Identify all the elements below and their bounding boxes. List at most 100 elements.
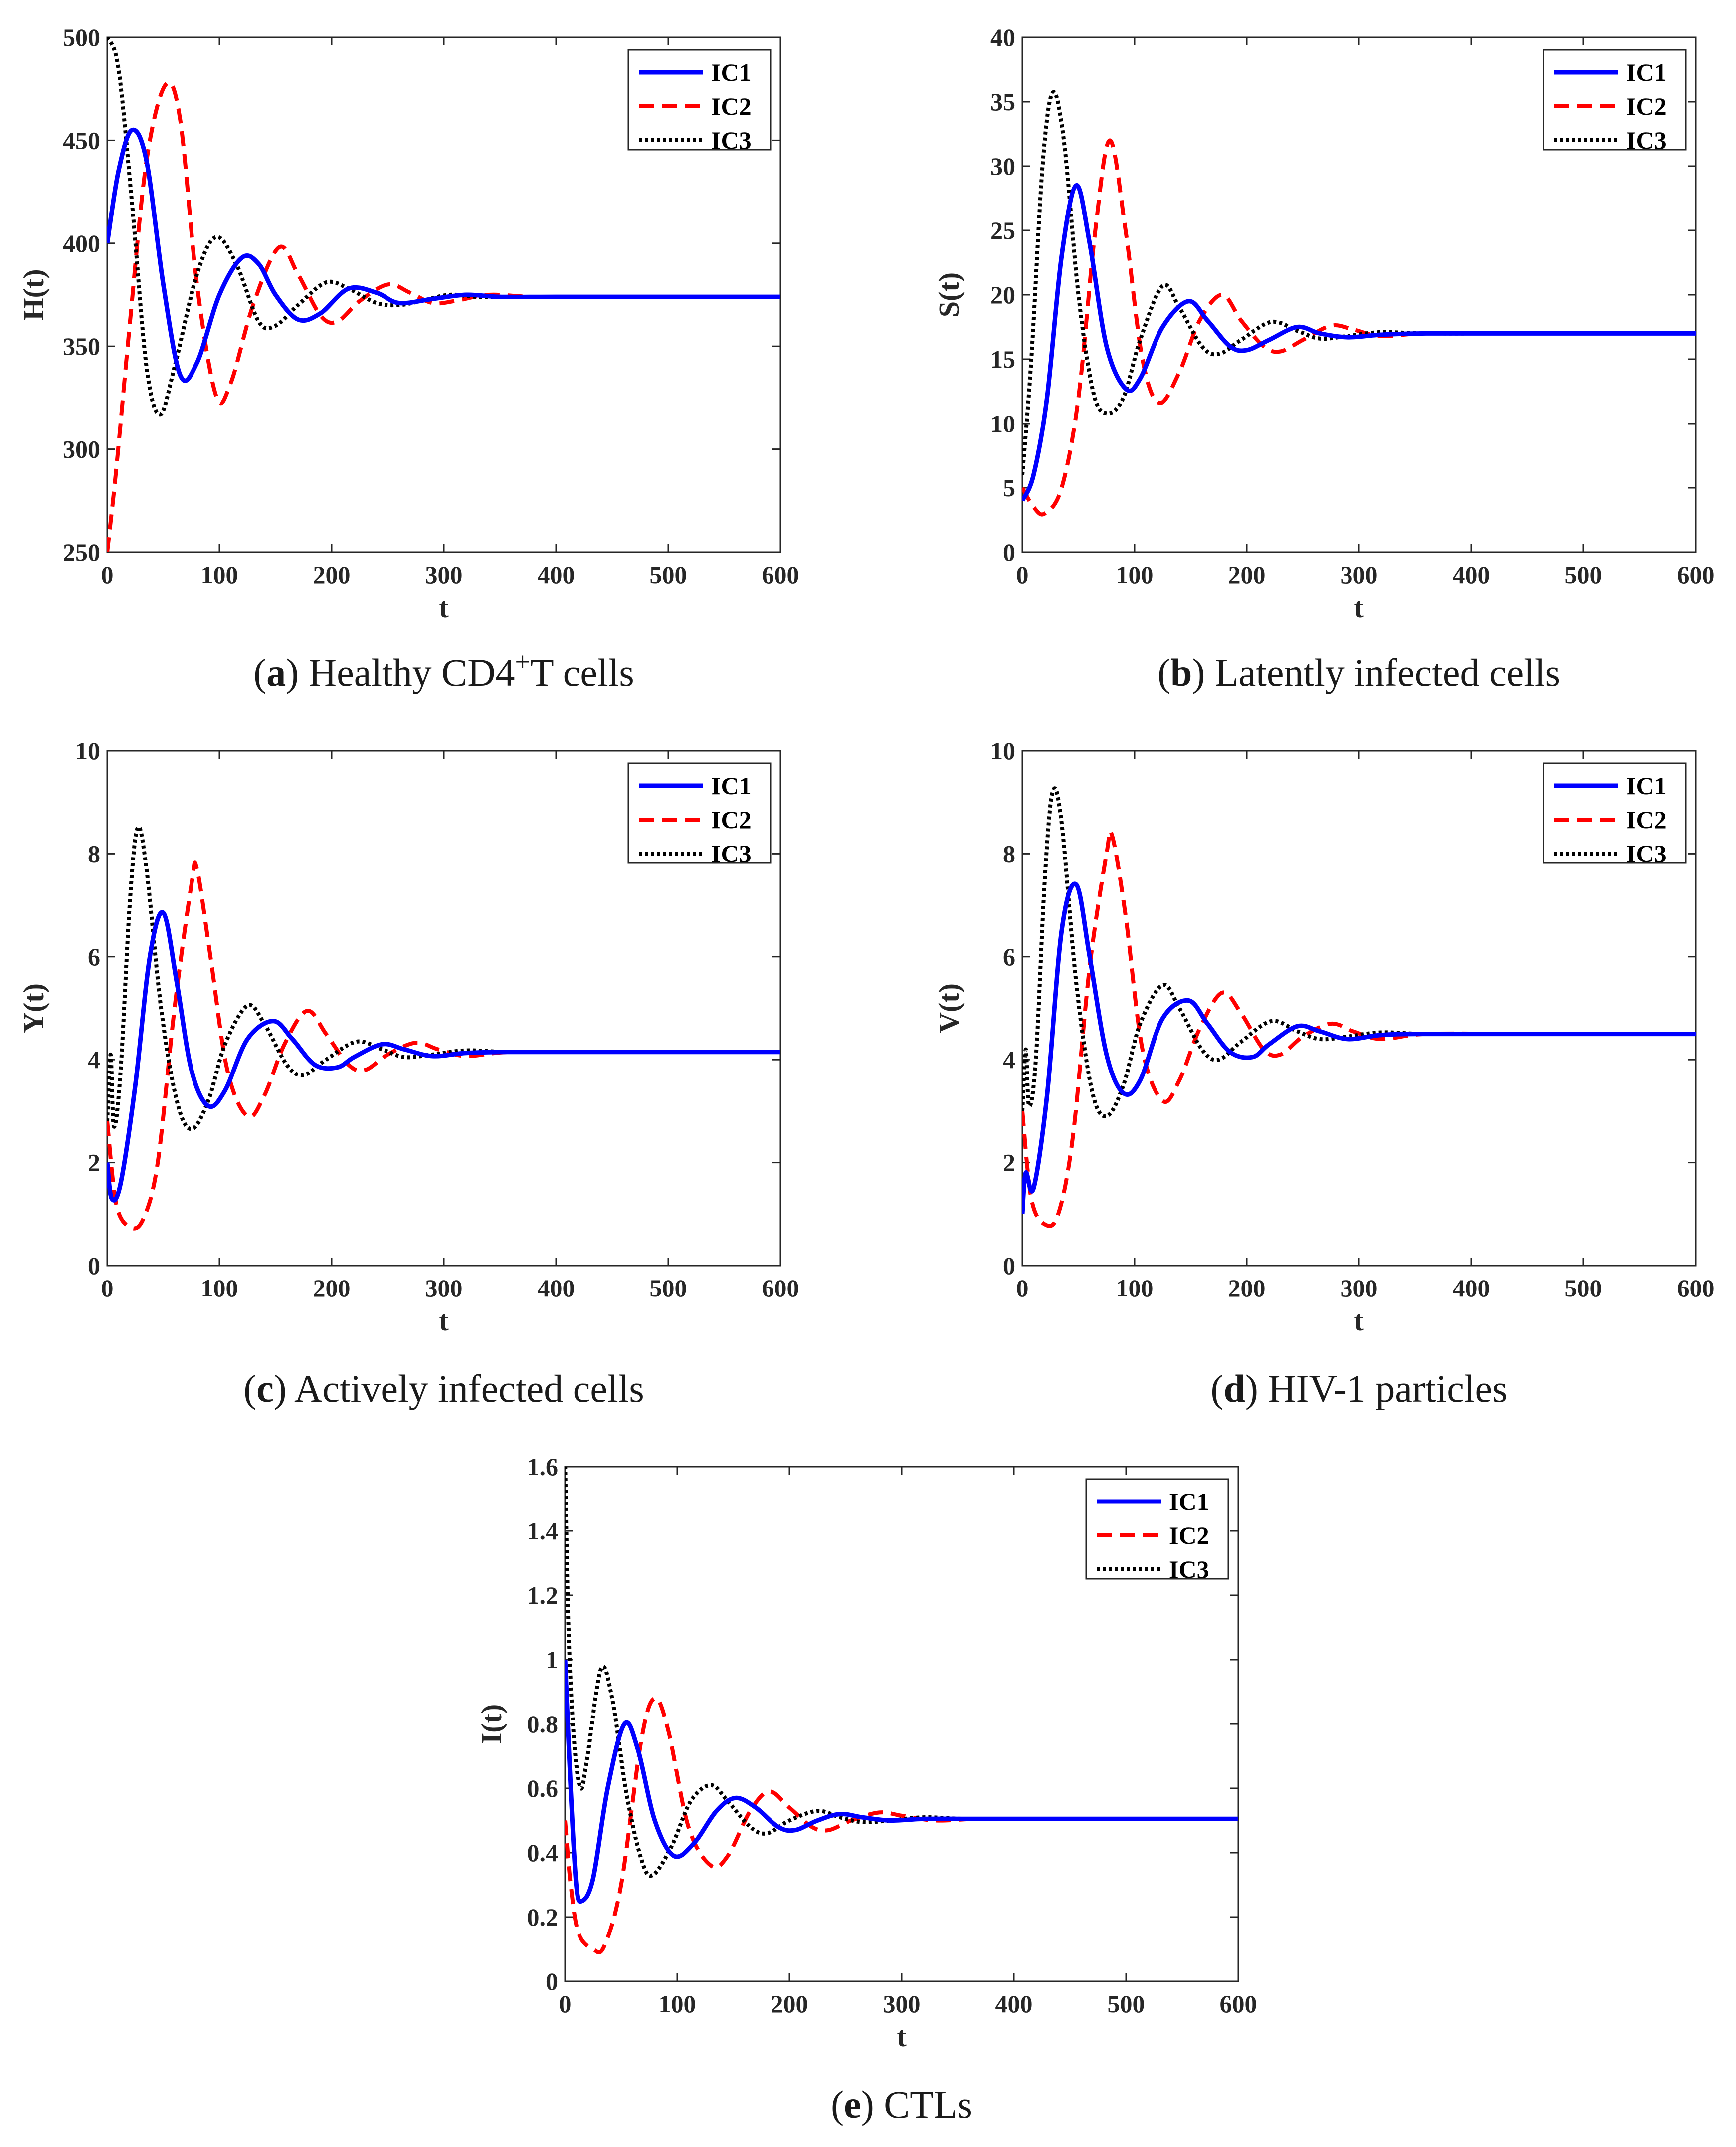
x-tick-label: 500 [1108, 1990, 1145, 2018]
x-tick-label: 200 [1228, 561, 1266, 589]
x-tick-label: 0 [101, 561, 114, 589]
caption-open-paren: ( [831, 2083, 844, 2126]
panels: 0 100 200 300 400 500 600250300350400450500tH(… [17, 23, 1715, 2053]
x-axis-label: t [1354, 591, 1364, 624]
legend-label-ic2: IC2 [711, 92, 752, 120]
x-tick-label: 500 [1565, 1274, 1602, 1302]
x-tick-label: 400 [538, 561, 575, 589]
caption-letter: a [266, 651, 286, 694]
x-tick-label: 500 [650, 1274, 687, 1302]
legend: IC1 IC2 IC3 [1085, 1478, 1229, 1583]
series-line-ic2 [107, 860, 780, 1231]
x-tick-label: 600 [762, 561, 799, 589]
legend-label-ic1: IC1 [711, 772, 752, 800]
legend-label-ic3: IC3 [1626, 840, 1667, 867]
legend-label-ic1: IC1 [1626, 772, 1667, 800]
legend-label-ic1: IC1 [1626, 58, 1667, 86]
legend-box [627, 49, 772, 151]
x-tick-label: 200 [313, 1274, 351, 1302]
legend-box [1543, 49, 1687, 151]
y-tick-label: 400 [63, 229, 100, 257]
chart-panel-a: 0 100 200 300 400 500 600 250 300 350 400 450 500 t H(… [17, 23, 799, 624]
x-tick-label: 0 [1016, 1274, 1029, 1302]
caption-letter: b [1170, 651, 1192, 694]
series-line-ic3 [1022, 90, 1696, 475]
x-tick-label: 100 [659, 1990, 696, 2018]
y-tick-label: 0.8 [527, 1710, 559, 1738]
caption-letter: d [1223, 1367, 1245, 1410]
legend-label-ic2: IC2 [1169, 1521, 1209, 1549]
x-tick-label: 0 [559, 1990, 572, 2018]
y-tick-label: 350 [63, 332, 100, 360]
legend: IC1 IC2 IC3 [627, 762, 772, 867]
caption-open-paren: ( [253, 651, 266, 694]
caption-letter: c [256, 1367, 274, 1410]
caption-text: CTLs [884, 2083, 972, 2126]
y-tick-label: 500 [63, 23, 100, 51]
x-tick-label: 100 [1116, 561, 1154, 589]
y-tick-label: 1 [546, 1646, 558, 1674]
legend: IC1 IC2 IC3 [627, 49, 772, 154]
legend-label-ic3: IC3 [711, 126, 752, 154]
caption-close-paren: ) [861, 2083, 884, 2126]
y-tick-label: 2 [1003, 1149, 1015, 1177]
legend-box [627, 762, 772, 864]
y-tick-label: 4 [1003, 1046, 1015, 1074]
legend-label-ic3: IC3 [1169, 1555, 1209, 1583]
caption-tail: T cells [530, 651, 634, 694]
y-tick-label: 10 [990, 737, 1015, 765]
series-line-ic3 [107, 825, 780, 1131]
y-tick-label: 250 [63, 538, 100, 566]
y-tick-label: 6 [88, 943, 100, 971]
x-tick-label: 400 [1453, 561, 1490, 589]
x-tick-label: 0 [101, 1274, 114, 1302]
legend-label-ic2: IC2 [1626, 92, 1667, 120]
x-tick-label: 600 [1677, 561, 1715, 589]
y-tick-label: 300 [63, 435, 100, 463]
x-tick-label: 0 [1016, 561, 1029, 589]
legend-label-ic1: IC1 [711, 58, 752, 86]
y-tick-label: 0 [546, 1967, 558, 1995]
chart-panel-e: 0 100 200 300 400 500 600 0 0.2 0.4 0.6 0.8 1 1.2 1.4 1… [475, 1453, 1257, 2053]
x-tick-label: 600 [1220, 1990, 1257, 2018]
y-tick-label: 1.4 [527, 1517, 559, 1545]
y-tick-label: 25 [990, 216, 1015, 244]
x-tick-label: 100 [1116, 1274, 1154, 1302]
caption-open-paren: ( [1210, 1367, 1223, 1410]
x-tick-label: 200 [313, 561, 351, 589]
x-tick-label: 200 [1228, 1274, 1266, 1302]
x-axis-label: t [439, 591, 449, 624]
caption-text: Latently infected cells [1215, 651, 1560, 694]
series-line-ic1 [565, 1659, 1238, 1904]
legend-label-ic1: IC1 [1169, 1488, 1209, 1515]
y-axis-label: H(t) [17, 269, 50, 320]
legend-label-ic2: IC2 [1626, 806, 1667, 834]
legend: IC1 IC2 IC3 [1543, 49, 1687, 154]
chart-panel-b: 0 100 200 300 400 500 600 0 5 10 15 20 25 30 35 40 t S(t)… [933, 23, 1715, 624]
x-tick-label: 600 [1677, 1274, 1715, 1302]
legend-box [1085, 1478, 1229, 1580]
caption-open-paren: ( [1157, 651, 1170, 694]
series-line-ic1 [107, 127, 780, 383]
y-tick-label: 30 [990, 152, 1015, 180]
y-tick-label: 0 [88, 1252, 100, 1280]
x-tick-label: 500 [650, 561, 687, 589]
y-axis-label: S(t) [933, 272, 965, 317]
y-tick-label: 0.4 [527, 1839, 559, 1867]
y-tick-label: 1.6 [527, 1453, 559, 1481]
x-axis-label: t [439, 1304, 449, 1337]
series-line-ic1 [1022, 881, 1696, 1215]
panel-caption-b: (b) Latently infected cells [1157, 651, 1560, 694]
series-line-ic1 [107, 910, 780, 1203]
series-line-ic3 [1022, 786, 1696, 1118]
y-tick-label: 10 [75, 737, 100, 765]
series-line-ic2 [107, 80, 780, 552]
y-tick-label: 20 [990, 281, 1015, 309]
x-tick-label: 300 [1341, 561, 1378, 589]
y-tick-label: 8 [88, 840, 100, 867]
x-tick-label: 600 [762, 1274, 799, 1302]
caption-text: HIV-1 particles [1268, 1367, 1507, 1410]
x-axis-label: t [897, 2020, 907, 2053]
panel-caption-c: (c) Actively infected cells [243, 1367, 644, 1410]
